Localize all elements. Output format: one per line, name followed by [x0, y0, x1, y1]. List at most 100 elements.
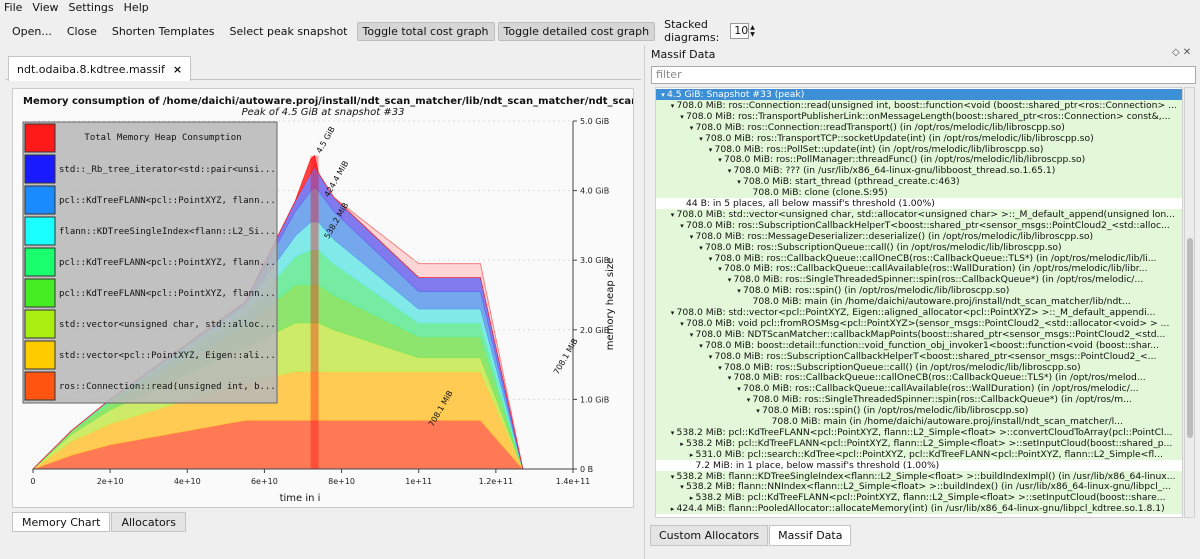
- tree-row[interactable]: ▾ 708.0 MiB: ros::spin() (in /opt/ros/mel…: [656, 405, 1182, 417]
- scrollbar-thumb[interactable]: [1187, 238, 1193, 438]
- collapse-arrow-icon[interactable]: ▾: [680, 483, 684, 492]
- tree-row[interactable]: ▾ 538.2 MiB: flann::KDTreeSingleIndex<fla…: [656, 470, 1182, 482]
- tree-row[interactable]: ▾ 708.0 MiB: ros::SingleThreadedSpinner::…: [656, 274, 1182, 286]
- collapse-arrow-icon[interactable]: ▾: [708, 352, 713, 361]
- tab-custom-allocators[interactable]: Custom Allocators: [650, 525, 769, 546]
- collapse-arrow-icon[interactable]: ▾: [680, 319, 684, 328]
- tree-row[interactable]: ▾ 708.0 MiB: ros::CallbackQueue::callOneC…: [656, 252, 1182, 264]
- tree-row[interactable]: ▸ 424.4 MiB: flann::PooledAllocator::allo…: [656, 503, 1182, 515]
- tree-row[interactable]: 44 B: in 5 places, all below massif's th…: [656, 198, 1182, 209]
- tree-row[interactable]: ▸ 538.2 MiB: pcl::KdTreeFLANN<pcl::PointX…: [656, 492, 1182, 504]
- collapse-arrow-icon[interactable]: ▾: [718, 265, 722, 274]
- collapse-arrow-icon[interactable]: ▾: [670, 428, 675, 437]
- tree-row[interactable]: ▾ 708.0 MiB: std::vector<unsigned char, s…: [656, 208, 1182, 220]
- tree-row[interactable]: ▾ 708.0 MiB: ros::CallbackQueue::callAvai…: [656, 263, 1182, 275]
- collapse-arrow-icon[interactable]: ▾: [727, 276, 732, 285]
- tree-row[interactable]: ▾ 708.0 MiB: ros::SubscriptionCallbackHel…: [656, 350, 1182, 362]
- tree-row[interactable]: ▾ 708.0 MiB: ros::PollSet::update(int) (i…: [656, 143, 1182, 155]
- tree-row[interactable]: 708.0 MiB: main (in /home/daichi/autowar…: [656, 296, 1182, 308]
- collapse-arrow-icon[interactable]: ▾: [689, 123, 694, 132]
- tree-row[interactable]: ▸ 531.0 MiB: pcl::search::KdTree<pcl::Poi…: [656, 448, 1182, 460]
- right-panel-tabs: Custom Allocators Massif Data: [650, 525, 852, 546]
- tree-row[interactable]: ▾ 708.0 MiB: ros::CallbackQueue::callOneC…: [656, 372, 1182, 384]
- tree-row[interactable]: ▾ 708.0 MiB: ros::CallbackQueue::callAvai…: [656, 383, 1182, 395]
- collapse-arrow-icon[interactable]: ▾: [670, 101, 675, 110]
- collapse-arrow-icon[interactable]: ▾: [670, 472, 675, 481]
- tree-row[interactable]: ▾ 4.5 GiB: Snapshot #33 (peak): [656, 89, 1182, 100]
- toggle-total-cost-graph-button[interactable]: Toggle total cost graph: [356, 21, 495, 41]
- expand-arrow-icon[interactable]: ▸: [689, 450, 694, 459]
- tree-row[interactable]: 7.2 MiB: in 1 place, below massif's thre…: [656, 459, 1182, 471]
- tab-memory-chart[interactable]: Memory Chart: [12, 512, 111, 532]
- collapse-arrow-icon[interactable]: ▾: [727, 374, 732, 383]
- spinner-arrows-icon[interactable]: ▲ ▼: [750, 24, 755, 38]
- menu-view[interactable]: View: [32, 1, 59, 14]
- close-tab-icon[interactable]: ×: [172, 63, 183, 76]
- collapse-arrow-icon[interactable]: ▾: [689, 330, 694, 339]
- shorten-templates-button[interactable]: Shorten Templates: [111, 24, 215, 38]
- expand-arrow-icon[interactable]: ▸: [689, 494, 694, 503]
- tree-row[interactable]: ▾ 708.0 MiB: ros::MessageDeserializer::de…: [656, 230, 1182, 242]
- collapse-arrow-icon[interactable]: ▾: [680, 221, 684, 230]
- collapse-arrow-icon[interactable]: ▾: [727, 167, 732, 176]
- collapse-arrow-icon[interactable]: ▾: [689, 232, 694, 241]
- tree-row[interactable]: ▾ 708.0 MiB: ros::PollManager::threadFunc…: [656, 154, 1182, 166]
- collapse-arrow-icon[interactable]: ▾: [756, 407, 760, 416]
- collapse-arrow-icon[interactable]: ▾: [708, 145, 713, 154]
- tree-row[interactable]: ▾ 538.2 MiB: flann::NNIndex<flann::L2_Sim…: [656, 481, 1182, 493]
- document-tab[interactable]: ndt.odaiba.8.kdtree.massif ×: [8, 56, 192, 81]
- collapse-arrow-icon[interactable]: ▾: [746, 396, 751, 405]
- select-peak-snapshot-button[interactable]: Select peak snapshot: [229, 24, 348, 38]
- close-button[interactable]: Close: [66, 24, 97, 38]
- tree-row[interactable]: ▾ 708.0 MiB: ros::SingleThreadedSpinner::…: [656, 394, 1182, 406]
- float-icon[interactable]: ◇: [1172, 47, 1183, 58]
- tree-row[interactable]: ▾ 708.0 MiB: boost::detail::function::voi…: [656, 339, 1182, 351]
- collapse-arrow-icon[interactable]: ▾: [718, 156, 722, 165]
- tree-row[interactable]: ▾ 708.0 MiB: ros::Connection::read(unsign…: [656, 99, 1182, 111]
- tree-row[interactable]: ▾ 708.0 MiB: std::vector<pcl::PointXYZ, E…: [656, 307, 1182, 318]
- tree-row[interactable]: 708.0 MiB: main (in /home/daichi/autowar…: [656, 416, 1182, 427]
- tree-row[interactable]: ▾ 538.2 MiB: pcl::KdTreeFLANN<pcl::PointX…: [656, 426, 1182, 438]
- legend-swatch: [24, 247, 56, 277]
- expand-arrow-icon[interactable]: ▸: [680, 439, 684, 448]
- collapse-arrow-icon[interactable]: ▾: [670, 210, 675, 219]
- menu-file[interactable]: File: [4, 1, 23, 14]
- tree-row[interactable]: ▾ 708.0 MiB: ros::TransportTCP::socketUpd…: [656, 132, 1182, 144]
- collapse-arrow-icon[interactable]: ▾: [680, 112, 684, 121]
- toggle-detailed-cost-graph-button[interactable]: Toggle detailed cost graph: [497, 21, 656, 41]
- collapse-arrow-icon[interactable]: ▾: [670, 309, 675, 317]
- tab-massif-data[interactable]: Massif Data: [769, 525, 852, 546]
- filter-input[interactable]: filter: [651, 66, 1196, 84]
- open-button[interactable]: Open...: [12, 24, 52, 38]
- tree-row[interactable]: ▾ 708.0 MiB: ??? (in /usr/lib/x86_64-linu…: [656, 165, 1182, 177]
- collapse-arrow-icon[interactable]: ▾: [737, 385, 741, 394]
- tree-row[interactable]: ▾ 708.0 MiB: ros::SubscriptionQueue::call…: [656, 241, 1182, 253]
- collapse-arrow-icon[interactable]: ▾: [737, 178, 741, 187]
- menu-settings[interactable]: Settings: [68, 1, 114, 14]
- tree-row[interactable]: ▸ 538.2 MiB: pcl::KdTreeFLANN<pcl::PointX…: [656, 437, 1182, 449]
- stacked-diagrams-input[interactable]: 10: [730, 23, 750, 39]
- tree-row[interactable]: ▾ 708.0 MiB: ros::SubscriptionCallbackHel…: [656, 219, 1182, 231]
- tree-row[interactable]: ▾ 708.0 MiB: ros::TransportPublisherLink:…: [656, 110, 1182, 122]
- collapse-arrow-icon[interactable]: ▾: [699, 341, 703, 350]
- expand-arrow-icon[interactable]: ▸: [670, 505, 675, 514]
- tree-row[interactable]: ▾ 708.0 MiB: void pcl::fromROSMsg<pcl::Po…: [656, 317, 1182, 329]
- collapse-arrow-icon[interactable]: ▾: [737, 287, 741, 296]
- collapse-arrow-icon[interactable]: ▾: [708, 254, 713, 263]
- tree-row[interactable]: ▾ 708.0 MiB: ros::spin() (in /opt/ros/mel…: [656, 285, 1182, 297]
- tree-row[interactable]: ▾ 708.0 MiB: ros::SubscriptionQueue::call…: [656, 361, 1182, 373]
- collapse-arrow-icon[interactable]: ▾: [718, 363, 722, 372]
- tree-row[interactable]: ▾ 708.0 MiB: ros::Connection::readTranspo…: [656, 121, 1182, 133]
- collapse-arrow-icon[interactable]: ▾: [699, 134, 703, 143]
- tree-row[interactable]: ▾ 708.0 MiB: start_thread (pthread_create…: [656, 176, 1182, 188]
- tree-row[interactable]: 708.0 MiB: clone (clone.S:95): [656, 187, 1182, 199]
- collapse-arrow-icon[interactable]: ▾: [699, 243, 703, 252]
- close-dock-icon[interactable]: ✕: [1182, 47, 1195, 58]
- menu-help[interactable]: Help: [123, 1, 149, 14]
- tab-allocators[interactable]: Allocators: [111, 512, 186, 532]
- collapse-arrow-icon[interactable]: ▾: [661, 91, 665, 99]
- tree-row[interactable]: ▾ 708.0 MiB: NDTScanMatcher::callbackMapP…: [656, 328, 1182, 340]
- document-tabs: ndt.odaiba.8.kdtree.massif ×: [6, 56, 641, 81]
- panel-splitter[interactable]: [644, 45, 645, 559]
- tree-scrollbar[interactable]: [1184, 87, 1195, 518]
